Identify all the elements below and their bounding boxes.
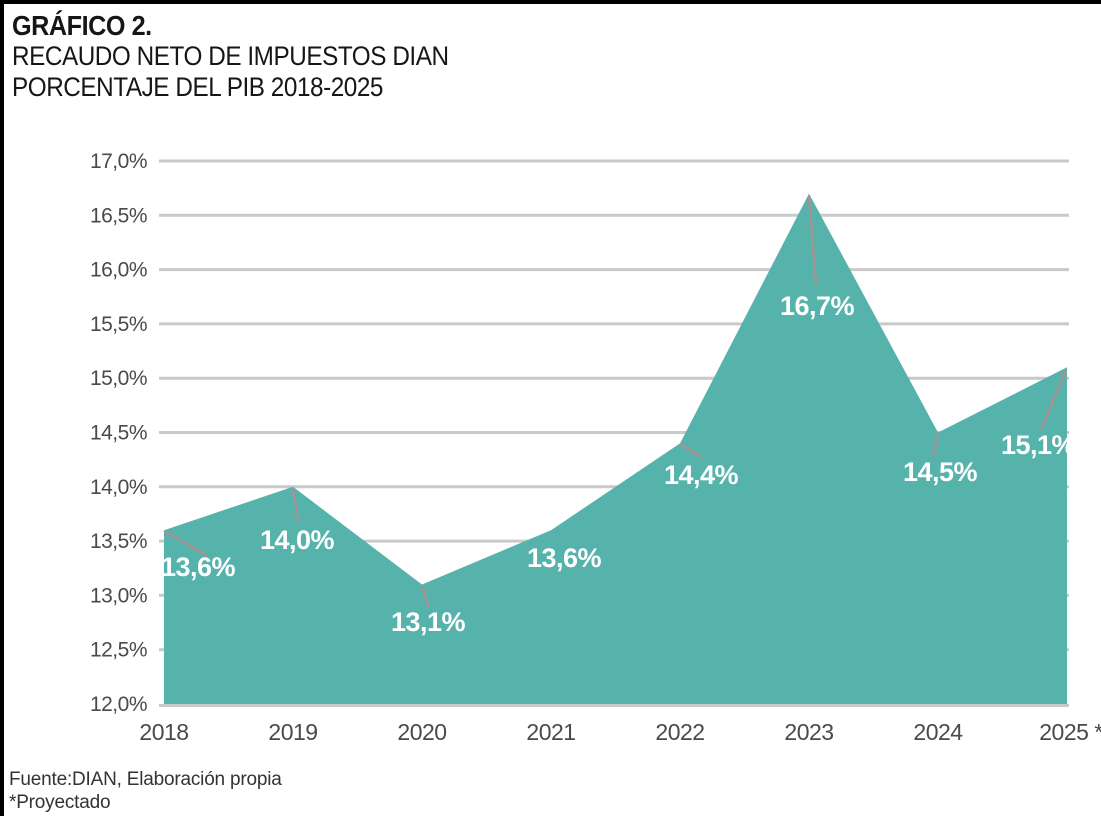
y-axis-tick-label: 15,5% xyxy=(90,313,147,336)
y-axis-tick-label: 14,5% xyxy=(90,422,147,445)
y-axis-tick-label: 14,0% xyxy=(90,476,147,499)
source-line: Fuente:DIAN, Elaboración propia xyxy=(9,769,282,790)
point-leader-line xyxy=(679,442,702,459)
x-axis-tick-label: 2019 xyxy=(268,719,317,745)
point-value-label: 14,4% xyxy=(664,460,739,490)
point-leader-line xyxy=(163,529,209,558)
point-value-label: 14,5% xyxy=(903,457,978,487)
point-leader-line xyxy=(807,195,818,285)
area-series xyxy=(164,193,1067,704)
point-leader-line xyxy=(931,433,940,457)
area-chart: 17,0% 16,5% 16,0% 15,5% 15,0% 14,5% 14,0% 13,5%… xyxy=(90,150,1101,745)
y-axis-tick-label: 13,5% xyxy=(90,530,147,553)
y-axis-tick-label: 15,0% xyxy=(90,367,147,390)
y-axis-tick-label: 12,0% xyxy=(90,693,147,716)
y-axis-tick-label: 12,5% xyxy=(90,639,147,662)
x-axis-tick-label: 2020 xyxy=(397,719,446,745)
point-value-label: 14,0% xyxy=(260,525,335,555)
x-axis-tick-label: 2023 xyxy=(784,719,833,745)
point-leader-line xyxy=(1039,369,1068,431)
point-value-label: 15,1% xyxy=(1001,430,1076,460)
chart-title-number: GRÁFICO 2. xyxy=(12,10,152,41)
point-leader-line xyxy=(420,585,431,609)
point-value-label: 13,1% xyxy=(391,607,466,637)
point-leader-line xyxy=(291,488,300,523)
x-axis-tick-label: 2025 * xyxy=(1039,719,1101,745)
chart-title-line-2: PORCENTAJE DEL PIB 2018-2025 xyxy=(12,72,383,102)
x-axis-tick-label: 2022 xyxy=(655,719,704,745)
footnote-line: *Proyectado xyxy=(9,792,111,813)
point-value-label: 16,7% xyxy=(780,291,855,321)
y-axis-tick-label: 17,0% xyxy=(90,150,147,173)
chart-footer: Fuente:DIAN, Elaboración propia *Proyect… xyxy=(9,768,282,814)
y-axis-tick-label: 16,5% xyxy=(90,204,147,227)
y-axis-tick-label: 16,0% xyxy=(90,259,147,282)
point-value-label: 13,6% xyxy=(161,552,236,582)
point-value-label: 13,6% xyxy=(527,543,602,573)
x-axis-tick-label: 2024 xyxy=(913,719,963,745)
y-axis-tick-label: 13,0% xyxy=(90,584,147,607)
x-axis-tick-label: 2021 xyxy=(526,719,575,745)
x-axis-tick-label: 2018 xyxy=(139,719,188,745)
chart-title-line-1: RECAUDO NETO DE IMPUESTOS DIAN xyxy=(12,41,449,71)
chart-title-block: GRÁFICO 2. RECAUDO NETO DE IMPUESTOS DIA… xyxy=(12,10,449,103)
